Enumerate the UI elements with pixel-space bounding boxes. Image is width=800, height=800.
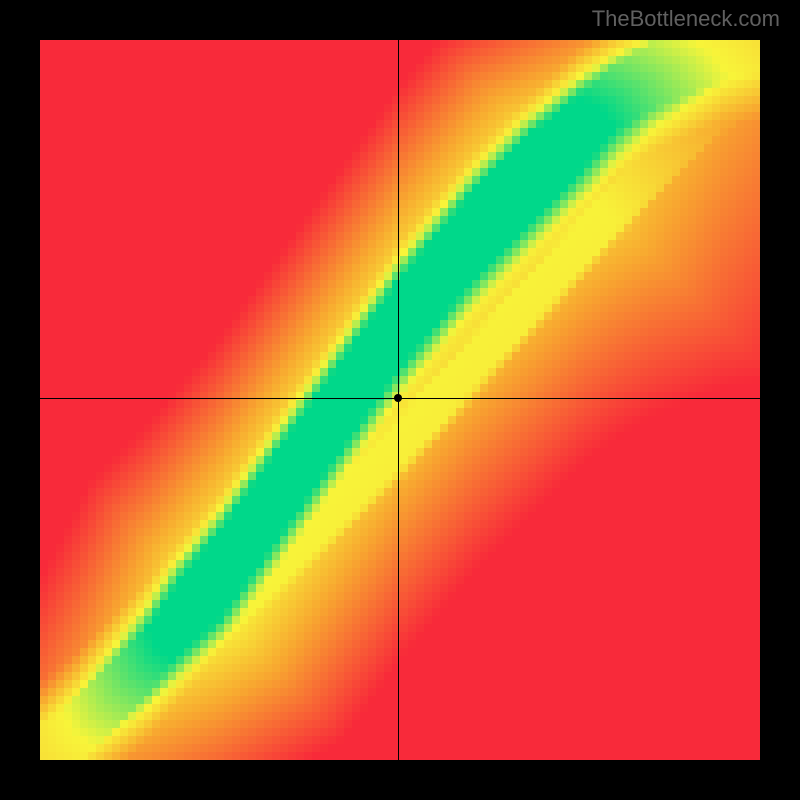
watermark-text: TheBottleneck.com bbox=[592, 6, 780, 32]
heatmap-plot bbox=[40, 40, 760, 760]
marker-dot bbox=[394, 394, 402, 402]
